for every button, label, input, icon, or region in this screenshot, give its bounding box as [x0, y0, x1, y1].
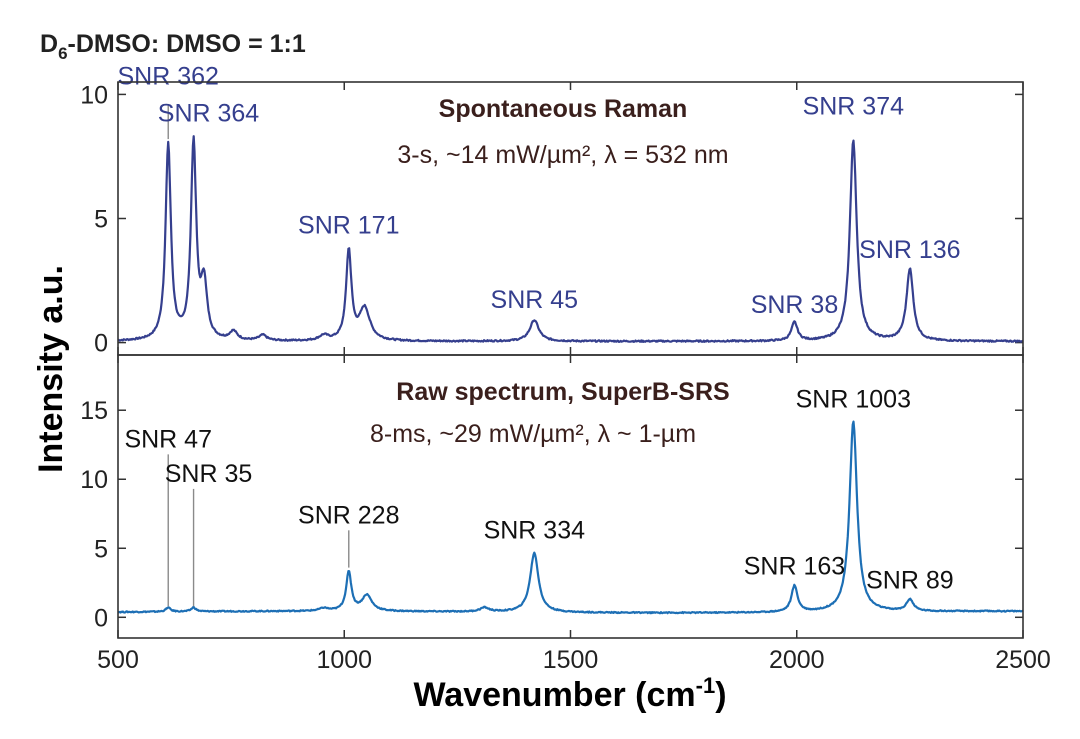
figure-title-subscript: 6: [58, 44, 67, 63]
top-y-tick-label: 10: [80, 81, 108, 109]
x-axis-label: Wavenumber (cm-1): [413, 673, 726, 714]
y-axis-label: Intensity a.u.: [32, 265, 70, 473]
bottom-panel-subtitle: 8-ms, ~29 mW/µm², λ ~ 1-µm: [370, 420, 696, 448]
figure-title: D6-DMSO: DMSO = 1:1: [40, 30, 306, 63]
top-spectrum-line: [117, 135, 1024, 343]
x-axis-label-rest: ): [715, 676, 726, 714]
x-tick-label: 2000: [769, 646, 825, 674]
top-snr-label: SNR 364: [158, 100, 260, 128]
x-tick-label: 1500: [543, 646, 599, 674]
top-y-tick-label: 5: [94, 206, 108, 234]
bottom-y-tick-label: 5: [94, 535, 108, 563]
top-panel-title: Spontaneous Raman: [439, 95, 688, 123]
top-snr-label: SNR 362: [118, 62, 219, 90]
x-tick-label: 500: [97, 646, 139, 674]
top-panel: 0 5 10 SNR 362 SNR 364 SNR 171 SNR 45 SNR 38 SNR…: [80, 62, 1024, 358]
top-snr-label: SNR 38: [751, 291, 839, 319]
bottom-snr-label: SNR 47: [124, 425, 212, 453]
x-axis-label-superscript: -1: [696, 673, 716, 698]
x-tick-label: 1000: [316, 646, 372, 674]
plot-layer: 0 5 10 SNR 362 SNR 364 SNR 171 SNR 45 SNR 38 SNR…: [80, 62, 1051, 674]
bottom-y-tick-label: 15: [80, 397, 108, 425]
figure-title-rest: -DMSO: DMSO = 1:1: [68, 30, 306, 58]
x-tick-label: 2500: [995, 646, 1051, 674]
bottom-panel-frame: [117, 354, 1024, 639]
bottom-snr-label: SNR 334: [484, 517, 586, 545]
bottom-snr-label: SNR 35: [165, 460, 253, 488]
top-snr-label: SNR 171: [298, 211, 399, 239]
bottom-snr-label: SNR 89: [866, 566, 954, 594]
bottom-panel-title: Raw spectrum, SuperB-SRS: [396, 378, 729, 406]
bottom-spectrum-line: [117, 420, 1024, 615]
figure-title-base: D: [40, 30, 58, 58]
bottom-y-tick-label: 10: [80, 466, 108, 494]
top-snr-label: SNR 374: [803, 92, 905, 120]
top-snr-label: SNR 45: [491, 286, 579, 314]
x-axis-label-base: Wavenumber (cm: [413, 676, 695, 714]
top-snr-label: SNR 136: [859, 236, 960, 264]
top-panel-subtitle: 3-s, ~14 mW/µm², λ = 532 nm: [397, 141, 728, 169]
bottom-y-tick-label: 0: [94, 604, 108, 632]
bottom-panel: 0 5 10 15 SNR 47 SNR 35 SNR 228 SNR 334 SNR 163 S…: [80, 355, 1024, 638]
bottom-snr-label: SNR 228: [298, 501, 399, 529]
top-y-tick-label: 0: [94, 330, 108, 358]
bottom-snr-label: SNR 163: [744, 552, 845, 580]
bottom-snr-label: SNR 1003: [796, 385, 911, 413]
